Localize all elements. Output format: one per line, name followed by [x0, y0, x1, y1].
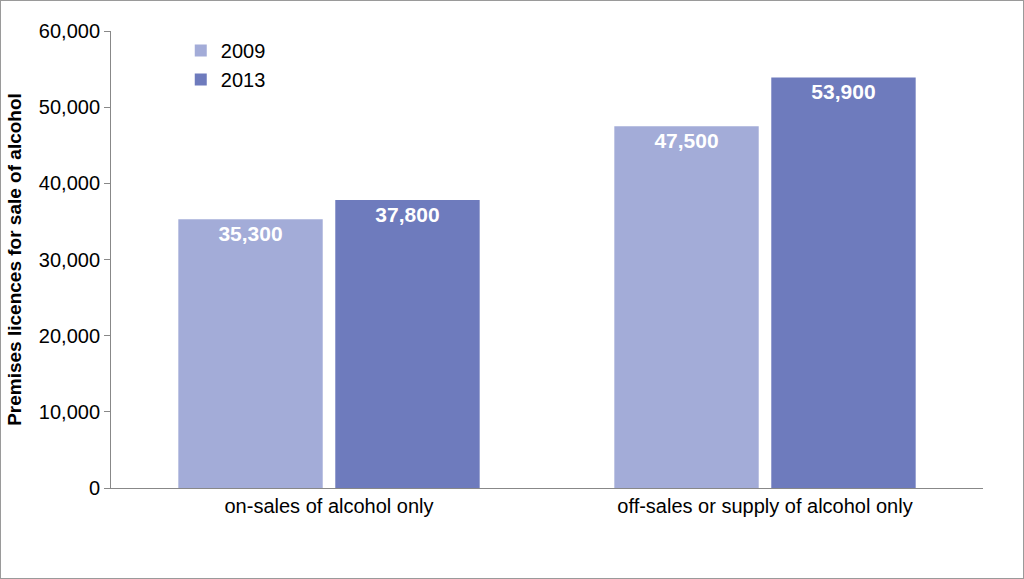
- svg-text:10,000: 10,000: [39, 401, 100, 423]
- svg-text:on-sales of alcohol only: on-sales of alcohol only: [224, 495, 433, 517]
- svg-text:20,000: 20,000: [39, 325, 100, 347]
- svg-text:0: 0: [89, 477, 100, 499]
- svg-text:47,500: 47,500: [654, 129, 718, 152]
- svg-text:53,900: 53,900: [811, 80, 875, 103]
- svg-text:2013: 2013: [221, 69, 266, 91]
- svg-text:60,000: 60,000: [39, 20, 100, 42]
- svg-text:30,000: 30,000: [39, 249, 100, 271]
- svg-text:2009: 2009: [221, 40, 266, 62]
- svg-text:50,000: 50,000: [39, 96, 100, 118]
- svg-text:Premises licences for sale of: Premises licences for sale of alcohol: [4, 93, 25, 426]
- svg-text:35,300: 35,300: [218, 222, 282, 245]
- svg-text:37,800: 37,800: [375, 203, 439, 226]
- svg-text:off-sales or supply of alcohol: off-sales or supply of alcohol only: [617, 495, 912, 517]
- svg-text:40,000: 40,000: [39, 172, 100, 194]
